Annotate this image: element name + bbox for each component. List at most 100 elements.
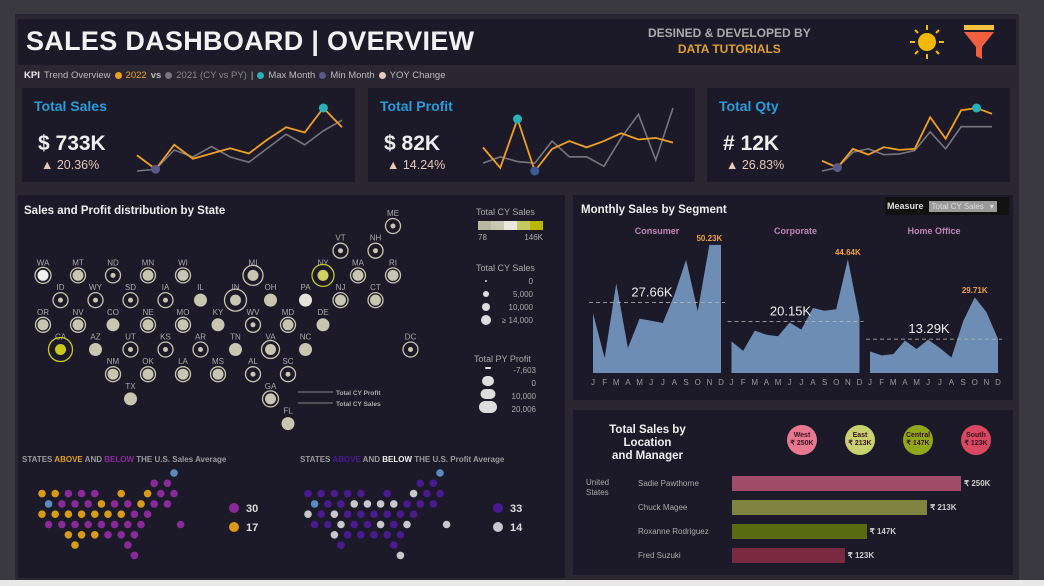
state-tile-me[interactable]: ME xyxy=(384,209,402,235)
state-tile-wy[interactable]: WY xyxy=(87,283,104,309)
sales-ring xyxy=(34,266,52,285)
sales-state-dot xyxy=(64,510,73,518)
state-tile-la[interactable]: LA xyxy=(174,357,192,383)
state-tile-in[interactable]: IN xyxy=(223,283,248,312)
state-tile-il[interactable]: IL xyxy=(194,283,207,307)
state-tile-az[interactable]: AZ xyxy=(89,333,102,357)
profit-state-dot xyxy=(370,510,378,518)
profit-sparkline xyxy=(482,107,674,176)
state-tile-ga[interactable]: GA xyxy=(261,382,280,408)
kpi-card-sales[interactable]: Total Sales $ 733K ▲ 20.36% xyxy=(22,88,355,182)
state-tile-ks[interactable]: KS xyxy=(157,333,174,358)
profit-circle xyxy=(317,269,329,281)
profit-circle xyxy=(124,392,137,406)
region-badge-west[interactable]: West ₹ 250K xyxy=(787,425,817,455)
region-badge-east[interactable]: East ₹ 213K xyxy=(845,425,875,455)
profit-circle xyxy=(390,223,396,229)
state-tile-tn[interactable]: TN xyxy=(229,333,242,357)
state-tile-or[interactable]: OR xyxy=(34,308,52,333)
state-tile-oh[interactable]: OH xyxy=(264,283,277,307)
profit-circle xyxy=(352,269,364,281)
state-tile-va[interactable]: VA xyxy=(260,333,281,360)
legend-vs: vs xyxy=(150,70,162,81)
state-label: NM xyxy=(107,357,120,366)
state-tile-pa[interactable]: PA xyxy=(299,283,312,307)
month-tick: F xyxy=(602,378,607,387)
taskbar-strip xyxy=(0,580,1044,586)
state-tile-ia[interactable]: IA xyxy=(157,283,174,309)
state-tile-id[interactable]: ID xyxy=(52,283,69,309)
profit-state-dot xyxy=(343,510,352,518)
state-tile-wi[interactable]: WI xyxy=(174,258,192,284)
state-tile-dc[interactable]: DC xyxy=(402,333,419,358)
kpi-card-qty[interactable]: Total Qty # 12K ▲ 26.83% xyxy=(707,88,1010,182)
state-tile-ms[interactable]: MS xyxy=(209,357,227,383)
state-tile-mo[interactable]: MO xyxy=(174,308,192,333)
profit-state-dot xyxy=(383,489,392,498)
state-tile-nm[interactable]: NM xyxy=(104,357,122,383)
sales-ring xyxy=(174,316,192,333)
state-tile-ky[interactable]: KY xyxy=(211,308,225,332)
state-tile-de[interactable]: DE xyxy=(316,308,330,332)
state-tile-ca[interactable]: CA xyxy=(47,333,74,363)
state-tile-nd[interactable]: ND xyxy=(104,258,122,284)
sales-state-dot xyxy=(143,489,152,498)
sales-ring xyxy=(139,267,157,284)
state-tile-co[interactable]: CO xyxy=(106,308,120,332)
state-label: SD xyxy=(125,283,136,292)
measure-dropdown[interactable]: Total CY Sales ▾ xyxy=(928,200,997,212)
state-tile-map[interactable]: ME VT NH WA MT ND MN WI MI NY MA RI ID WY SD IA IL IN OH PA… xyxy=(18,195,565,445)
state-tile-wv[interactable]: WV xyxy=(244,308,262,333)
month-tick: F xyxy=(741,378,746,387)
state-tile-vt[interactable]: VT xyxy=(332,234,349,259)
state-tile-ar[interactable]: AR xyxy=(192,333,209,358)
measure-value: Total CY Sales xyxy=(931,201,984,211)
state-tile-mi[interactable]: MI xyxy=(242,258,264,287)
region-badge-south[interactable]: South ₹ 123K xyxy=(961,425,991,455)
profit-legend-shape xyxy=(479,401,497,413)
state-tile-fl[interactable]: FL xyxy=(281,407,295,431)
state-tile-mn[interactable]: MN xyxy=(139,258,157,284)
month-tick: J xyxy=(661,378,665,387)
state-label: WA xyxy=(37,258,50,267)
color-legend-swatch xyxy=(517,221,530,230)
state-tile-nj[interactable]: NJ xyxy=(332,283,349,309)
state-tile-ut[interactable]: UT xyxy=(122,333,139,358)
state-tile-ok[interactable]: OK xyxy=(139,357,157,383)
state-tile-ny[interactable]: NY xyxy=(311,258,335,288)
region-badge-central[interactable]: Central ₹ 147K xyxy=(903,425,933,455)
state-tile-mt[interactable]: MT xyxy=(69,258,87,284)
month-tick: N xyxy=(983,378,989,387)
state-tile-nv[interactable]: NV xyxy=(69,308,87,333)
credit: DESINED & DEVELOPED BY DATA TUTORIALS xyxy=(648,25,811,57)
state-tile-ma[interactable]: MA xyxy=(349,258,367,284)
state-tile-sd[interactable]: SD xyxy=(122,283,139,309)
sales-below-count: 30 xyxy=(246,503,258,515)
legend-cy-dot xyxy=(114,72,122,79)
state-tile-al[interactable]: AL xyxy=(244,357,262,383)
sales-ring xyxy=(367,242,384,259)
month-tick: D xyxy=(995,378,1001,387)
filter-funnel-icon[interactable] xyxy=(962,22,996,62)
bar-value-label: ₹ 250K xyxy=(964,479,991,488)
state-tile-ri[interactable]: RI xyxy=(384,258,402,284)
state-tile-md[interactable]: MD xyxy=(279,308,297,333)
t: AND xyxy=(82,455,105,464)
state-tile-wa[interactable]: WA xyxy=(34,258,52,285)
state-tile-sc[interactable]: SC xyxy=(279,357,297,383)
state-tile-nc[interactable]: NC xyxy=(299,333,312,357)
sales-ring xyxy=(122,341,139,358)
size-legend-circle xyxy=(483,291,489,297)
state-label: MT xyxy=(72,258,84,267)
sales-ring xyxy=(139,316,157,333)
kpi-card-profit[interactable]: Total Profit $ 82K ▲ 14.24% xyxy=(368,88,695,182)
legend-trend: Trend Overview xyxy=(43,70,111,81)
state-tile-ct[interactable]: CT xyxy=(367,283,384,309)
sales-state-dot xyxy=(124,520,132,529)
state-tile-ne[interactable]: NE xyxy=(139,308,157,333)
state-tile-nh[interactable]: NH xyxy=(367,234,384,259)
sun-icon[interactable] xyxy=(908,23,946,61)
state-tile-tx[interactable]: TX xyxy=(124,382,137,406)
profit-state-dot xyxy=(337,541,345,549)
